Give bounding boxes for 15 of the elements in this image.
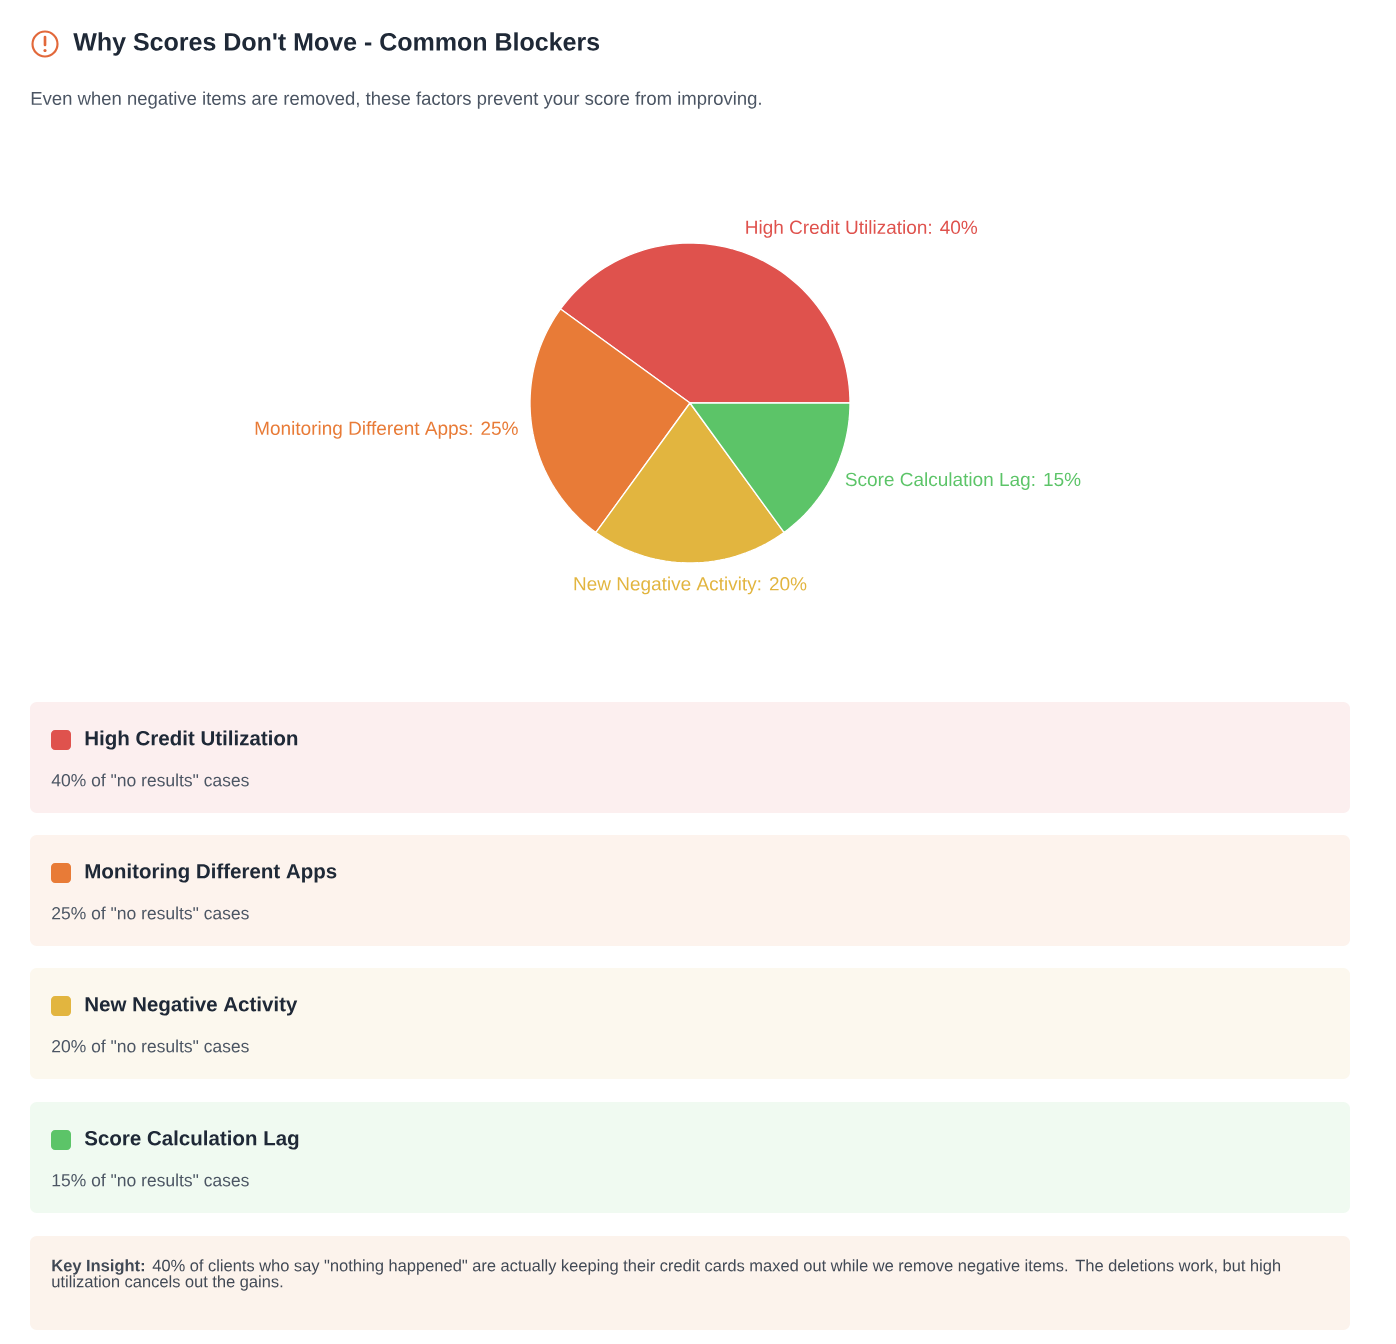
legend-label: New Negative Activity (85, 996, 298, 1016)
text: 15% of "no results" cases (52, 1173, 249, 1187)
text: 20% of "no results" cases (52, 1039, 249, 1053)
text: 40% of "no results" cases (51, 773, 249, 787)
text: Key Insight: 40% of clients who say "nothing happened" are actually keeping their credit cards maxed out while we remove negative items. The deletions work, but high utilization cancels out the gains. (52, 1259, 1281, 1291)
legend-label: Monitoring Different Apps (85, 863, 337, 883)
text: 25% of "no results" cases (52, 906, 249, 920)
data-label: High Credit Utilization: 40% (746, 220, 978, 238)
data-label: Score Calculation Lag: 15% (845, 472, 1081, 490)
chart-subtitle: Even when negative items are removed, these factors prevent your score from improving. (31, 91, 761, 109)
legend-label: High Credit Utilization (85, 730, 298, 750)
legend-label: Score Calculation Lag (84, 1130, 299, 1150)
data-label: New Negative Activity: 20% (574, 576, 807, 595)
chart-title: Why Scores Don't Move - Common Blockers (73, 32, 600, 56)
data-label: Monitoring Different Apps: 25% (255, 421, 518, 439)
